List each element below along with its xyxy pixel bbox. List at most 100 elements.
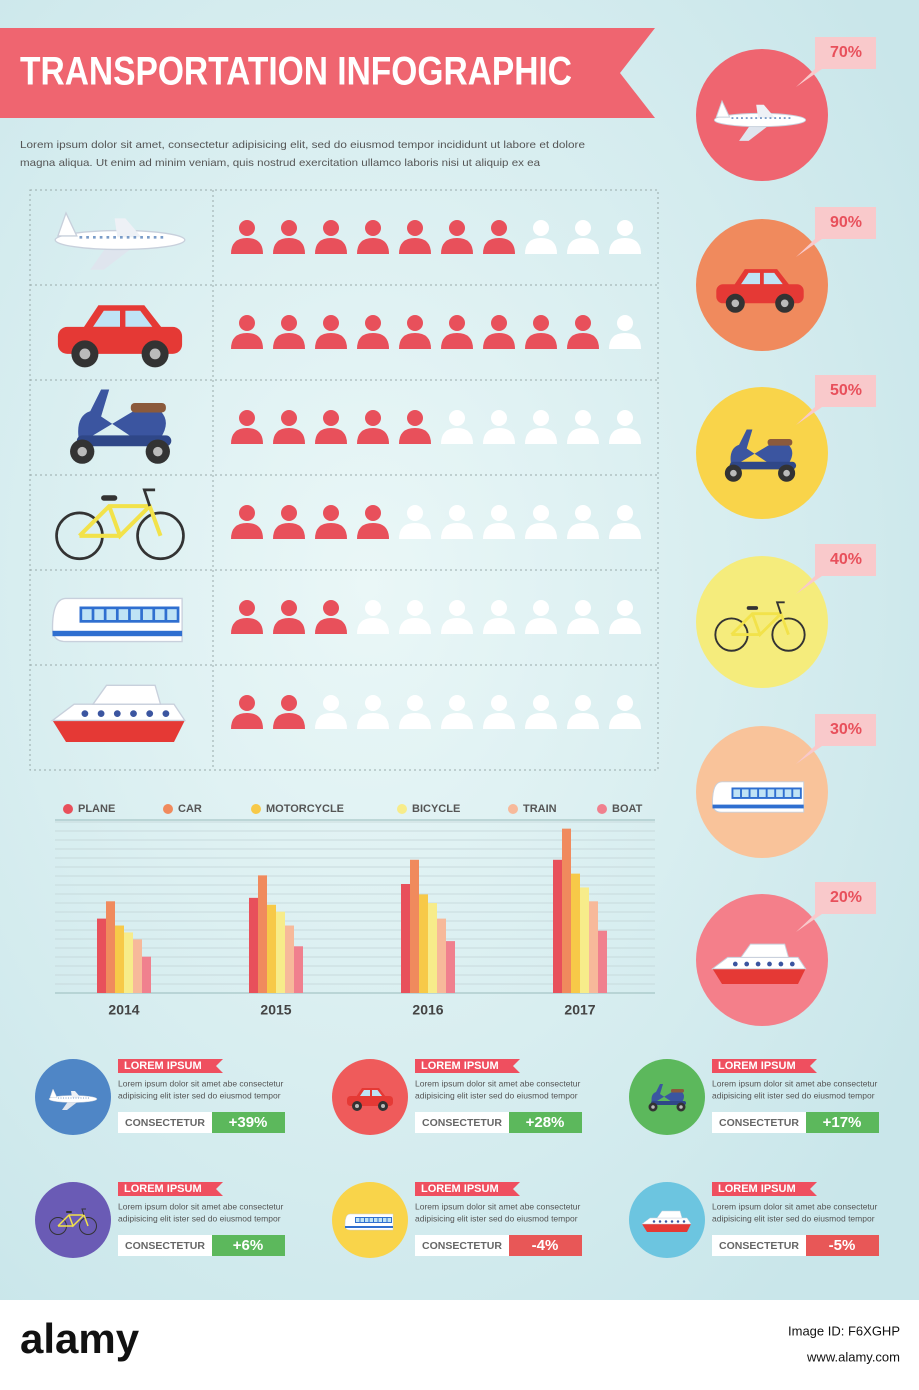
person-body bbox=[357, 238, 389, 254]
person-body bbox=[483, 238, 515, 254]
person-head bbox=[449, 505, 465, 521]
hub bbox=[780, 299, 789, 308]
person-body bbox=[231, 523, 263, 539]
person-body bbox=[525, 618, 557, 634]
person-filled bbox=[231, 315, 263, 349]
legend-label: MOTORCYCLE bbox=[266, 803, 344, 815]
card-text: adipisicing elit ister sed do eiusmod te… bbox=[712, 1090, 875, 1100]
hub bbox=[355, 1104, 359, 1108]
person-empty bbox=[609, 695, 641, 729]
vehicle-icon bbox=[48, 1088, 98, 1110]
person-empty bbox=[525, 410, 557, 444]
person-head bbox=[365, 505, 381, 521]
badge-circle bbox=[696, 556, 828, 688]
card-heading-tag bbox=[712, 1182, 817, 1196]
person-filled bbox=[273, 695, 305, 729]
card-change-box bbox=[509, 1112, 582, 1133]
wheel bbox=[136, 511, 185, 561]
body bbox=[730, 429, 793, 468]
tail bbox=[49, 1088, 58, 1098]
wing bbox=[71, 1091, 81, 1098]
person-body bbox=[483, 618, 515, 634]
person-filled bbox=[273, 505, 305, 539]
card-button bbox=[415, 1112, 509, 1133]
vehicle-icon bbox=[49, 1208, 97, 1235]
person-body bbox=[567, 428, 599, 444]
badge-label: 50% bbox=[830, 382, 862, 399]
bar bbox=[115, 925, 124, 993]
person-body bbox=[399, 523, 431, 539]
hub bbox=[149, 348, 161, 360]
bar bbox=[106, 901, 115, 993]
card-heading-tag bbox=[118, 1182, 223, 1196]
bar bbox=[562, 828, 571, 993]
person-empty bbox=[609, 220, 641, 254]
wheel bbox=[771, 617, 806, 652]
vehicle-icon bbox=[641, 1210, 692, 1232]
person-body bbox=[609, 523, 641, 539]
porthole bbox=[744, 961, 750, 967]
window bbox=[365, 1218, 369, 1222]
person-filled bbox=[315, 220, 347, 254]
person-filled bbox=[399, 410, 431, 444]
person-head bbox=[617, 410, 633, 426]
person-head bbox=[407, 220, 423, 236]
person-body bbox=[567, 618, 599, 634]
person-empty bbox=[357, 695, 389, 729]
person-body bbox=[231, 238, 263, 254]
legend-label: CAR bbox=[178, 803, 202, 815]
person-head bbox=[617, 220, 633, 236]
badge-label: 70% bbox=[830, 44, 862, 61]
person-body bbox=[399, 238, 431, 254]
person-head bbox=[281, 505, 297, 521]
person-head bbox=[323, 505, 339, 521]
person-head bbox=[491, 315, 507, 331]
person-head bbox=[365, 220, 381, 236]
frame bbox=[730, 612, 790, 638]
vehicle-icon bbox=[50, 684, 187, 742]
person-body bbox=[441, 618, 473, 634]
window bbox=[369, 1218, 373, 1222]
person-head bbox=[575, 315, 591, 331]
legend-dot bbox=[63, 804, 73, 814]
person-body bbox=[609, 333, 641, 349]
person-body bbox=[441, 713, 473, 729]
person-empty bbox=[609, 600, 641, 634]
card-heading-tag bbox=[415, 1059, 520, 1073]
card-heading-tag bbox=[415, 1182, 520, 1196]
hull bbox=[52, 720, 185, 742]
person-body bbox=[273, 618, 305, 634]
card-heading: LOREM IPSUM bbox=[124, 1060, 202, 1072]
vehicle-icon bbox=[714, 601, 806, 652]
person-filled bbox=[567, 315, 599, 349]
person-head bbox=[407, 410, 423, 426]
bar bbox=[124, 932, 133, 993]
vehicle-icon bbox=[54, 211, 186, 270]
person-body bbox=[525, 333, 557, 349]
wing bbox=[756, 104, 776, 119]
title: TRANSPORTATION INFOGRAPHIC bbox=[20, 50, 572, 94]
hub bbox=[381, 1104, 385, 1108]
person-head bbox=[449, 410, 465, 426]
person-empty bbox=[441, 600, 473, 634]
person-filled bbox=[231, 410, 263, 444]
person-head bbox=[533, 410, 549, 426]
person-head bbox=[239, 315, 255, 331]
person-filled bbox=[399, 315, 431, 349]
vehicle-icon bbox=[711, 943, 807, 984]
porthole bbox=[778, 961, 784, 967]
card-change-label: -4% bbox=[532, 1237, 559, 1254]
card-heading: LOREM IPSUM bbox=[718, 1183, 796, 1195]
person-head bbox=[239, 505, 255, 521]
window bbox=[360, 1090, 382, 1096]
handle bbox=[142, 488, 156, 507]
person-head bbox=[323, 220, 339, 236]
card-button-label: CONSECTETUR bbox=[719, 1117, 799, 1129]
hub bbox=[731, 299, 740, 308]
person-filled bbox=[399, 220, 431, 254]
card-heading-tag bbox=[118, 1059, 223, 1073]
vehicle-icon bbox=[55, 488, 185, 561]
tail bbox=[56, 211, 78, 237]
bar bbox=[571, 873, 580, 993]
person-head bbox=[533, 315, 549, 331]
